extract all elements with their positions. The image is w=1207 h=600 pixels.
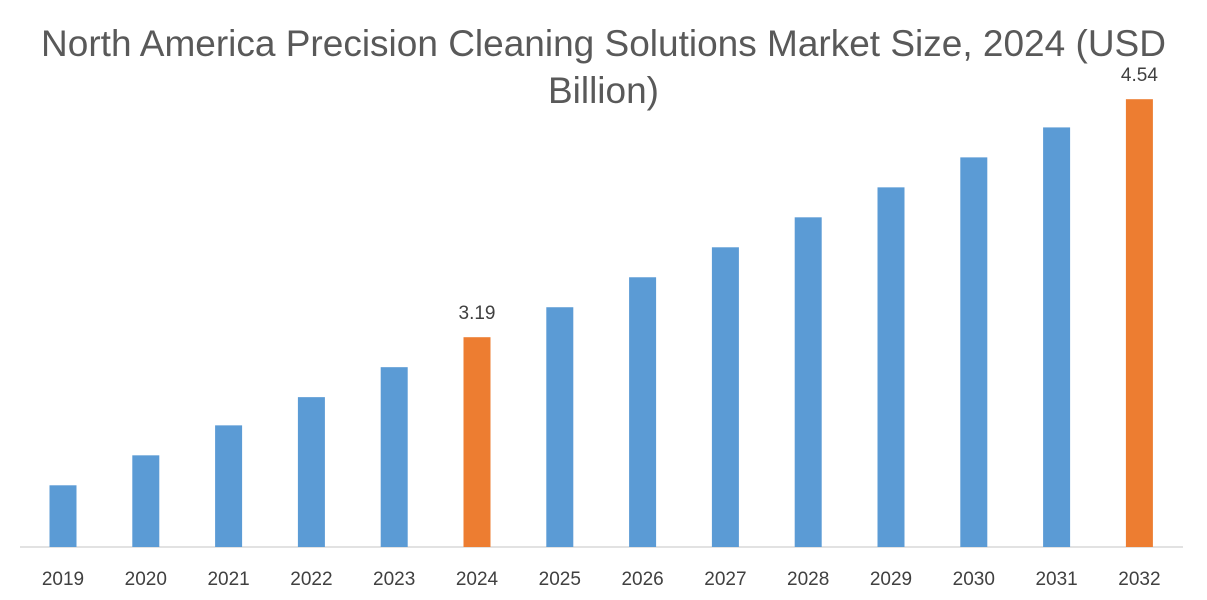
x-tick-label: 2031: [1035, 569, 1077, 590]
bar-2023: [380, 367, 408, 547]
bar-2027: [711, 247, 739, 548]
bar-2026: [629, 277, 657, 547]
data-label-2024: 3.19: [459, 303, 496, 324]
x-tick-label: 2032: [1118, 569, 1160, 590]
x-tick-label: 2030: [953, 569, 995, 590]
x-tick-label: 2028: [787, 569, 829, 590]
x-tick-label: 2027: [704, 569, 746, 590]
bar-2021: [215, 425, 243, 547]
bar-2029: [877, 187, 905, 547]
bar-2024: [463, 337, 491, 547]
bar-2028: [794, 217, 822, 547]
x-tick-label: 2026: [621, 569, 663, 590]
x-tick-label: 2024: [456, 569, 499, 590]
x-tick-label: 2021: [207, 569, 249, 590]
x-tick-label: 2022: [290, 569, 332, 590]
bar-2019: [49, 485, 77, 547]
bar-2025: [546, 307, 574, 547]
x-tick-label: 2029: [870, 569, 912, 590]
x-tick-label: 2019: [42, 569, 84, 590]
bar-2020: [132, 455, 160, 547]
bar-2030: [960, 157, 988, 547]
bar-2031: [1043, 127, 1071, 547]
bar-2022: [297, 397, 325, 547]
x-tick-label: 2025: [539, 569, 581, 590]
bar-2032: [1125, 99, 1153, 547]
data-label-2032: 4.54: [1121, 65, 1158, 86]
x-tick-label: 2023: [373, 569, 415, 590]
x-tick-label: 2020: [125, 569, 167, 590]
chart-title: North America Precision Cleaning Solutio…: [41, 23, 1166, 111]
